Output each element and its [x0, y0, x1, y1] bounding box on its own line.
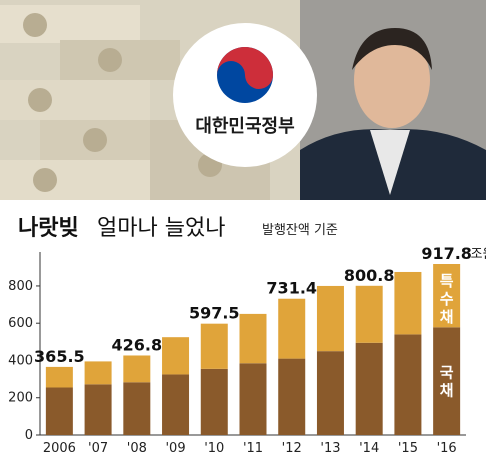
bar-special	[200, 323, 228, 369]
bar-domestic	[200, 368, 228, 435]
bar-special	[239, 313, 267, 364]
x-tick-label: '09	[165, 441, 185, 456]
bar-domestic	[45, 387, 73, 435]
chart-subtitle: 발행잔액 기준	[262, 222, 338, 238]
bar-domestic	[355, 342, 383, 435]
x-tick-label: '15	[398, 441, 418, 456]
chart-title-rest: 얼마나 늘었나	[97, 216, 225, 241]
logo-text: 대한민국정부	[195, 116, 294, 137]
bar-special	[433, 263, 461, 328]
unit-label: 조원	[471, 247, 486, 262]
chart-title-main: 나랏빚	[18, 216, 79, 241]
bar-special	[355, 285, 383, 343]
taegeuk-icon	[217, 47, 273, 103]
portrait-illustration	[300, 0, 486, 200]
x-tick-label: '12	[282, 441, 302, 456]
data-label: 731.4	[266, 279, 317, 298]
government-logo: 대한민국정부	[173, 23, 317, 167]
bar-special	[278, 298, 306, 359]
data-label: 917.8	[421, 244, 472, 263]
x-tick-label: '07	[88, 441, 108, 456]
x-tick-label: '13	[320, 441, 340, 456]
bar-special	[45, 366, 73, 388]
bar-special	[84, 361, 112, 385]
bar-special	[394, 271, 422, 335]
bar-domestic	[162, 374, 190, 435]
bars	[45, 263, 461, 435]
bar-domestic	[278, 358, 306, 435]
bar-domestic	[433, 327, 461, 435]
x-tick-label: 2006	[43, 441, 76, 456]
x-tick-label: '11	[243, 441, 263, 456]
bar-domestic	[84, 384, 112, 435]
header-photo: 대한민국정부	[0, 0, 486, 200]
y-tick-label: 400	[8, 353, 33, 368]
y-tick-label: 800	[8, 279, 33, 294]
data-label: 426.8	[112, 335, 163, 354]
x-tick-label: '14	[359, 441, 379, 456]
bar-domestic	[394, 334, 422, 435]
bar-domestic	[123, 382, 151, 435]
bar-domestic	[239, 363, 267, 435]
bar-special	[316, 285, 344, 352]
photo-illustration: 대한민국정부	[0, 0, 486, 200]
bar-special	[162, 337, 190, 375]
data-label: 800.8	[344, 266, 395, 285]
bar-domestic	[316, 351, 344, 435]
data-labels: 365.5 426.8 597.5 731.4 800.8 917.8	[34, 244, 472, 366]
x-tick-label: '08	[127, 441, 147, 456]
data-label: 597.5	[189, 304, 240, 323]
x-tick-label: '10	[204, 441, 224, 456]
y-tick-label: 200	[8, 391, 33, 406]
y-tick-label: 600	[8, 316, 33, 331]
x-tick-label: '16	[437, 441, 457, 456]
y-tick-label: 0	[25, 428, 33, 443]
data-label: 365.5	[34, 347, 85, 366]
x-axis-labels: 2006 '07 '08 '09 '10 '11 '12 '13 '14 '15 '16	[43, 441, 457, 456]
bar-special	[123, 355, 151, 383]
